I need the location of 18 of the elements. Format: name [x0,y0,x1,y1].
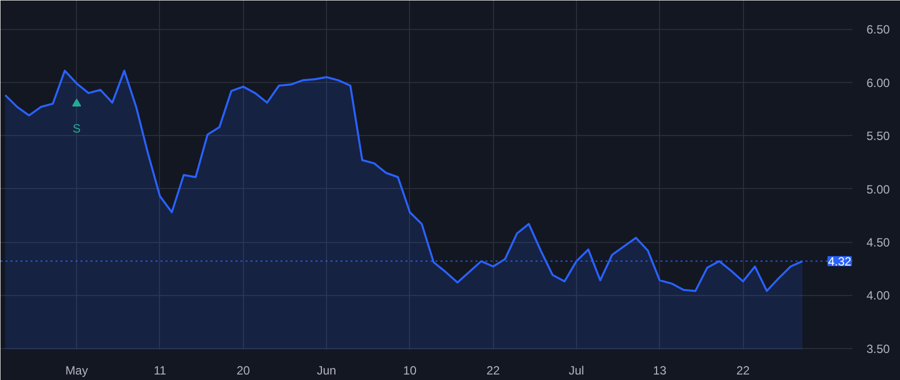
y-tick-label: 5.00 [866,182,890,196]
x-tick-label: 20 [236,364,250,378]
y-tick-label: 5.50 [866,129,890,144]
y-tick-label: 4.00 [866,288,890,303]
x-tick-label: 10 [403,364,417,378]
annotation: S [72,122,81,136]
x-tick-label: 22 [486,364,500,378]
y-tick-label: 6.50 [866,22,890,37]
x-tick-label: 11 [154,364,167,378]
ref-line-label: 4.32 [828,254,852,269]
y-tick-label: 3.50 [866,342,890,356]
y-tick-label: 6.00 [866,76,890,90]
x-tick-label: 22 [736,364,750,378]
x-tick-label: Jul [568,364,584,378]
x-tick-label: Jun [316,364,336,378]
x-tick-label: May [65,364,88,378]
y-tick-label: 4.50 [866,236,890,250]
x-tick-label: 13 [653,364,667,378]
